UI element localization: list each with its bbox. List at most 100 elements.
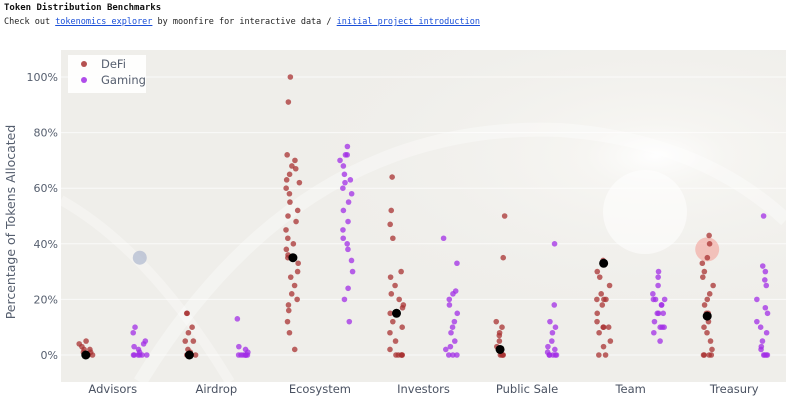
median-marker-ecosystem[interactable] [288,253,298,263]
data-point-defi-advisors[interactable] [87,346,93,353]
data-point-defi-treasury[interactable] [700,352,707,358]
data-point-defi-treasury[interactable] [706,232,712,239]
data-point-defi-public-sale[interactable] [500,254,507,261]
data-point-defi-ecosystem[interactable] [287,74,294,80]
data-point-defi-ecosystem[interactable] [294,296,300,303]
data-point-gaming-team[interactable] [655,282,661,289]
data-point-gaming-team[interactable] [658,302,665,308]
data-point-gaming-treasury[interactable] [759,338,766,344]
data-point-gaming-ecosystem[interactable] [340,185,346,191]
data-point-gaming-treasury[interactable] [764,352,771,358]
data-point-defi-ecosystem[interactable] [290,241,297,247]
data-point-gaming-team[interactable] [660,310,667,317]
data-point-gaming-public-sale[interactable] [551,302,558,308]
data-point-gaming-team[interactable] [657,338,663,344]
data-point-gaming-ecosystem[interactable] [342,152,349,158]
data-point-defi-airdrop[interactable] [192,352,199,358]
data-point-gaming-ecosystem[interactable] [341,296,348,303]
data-point-defi-investors[interactable] [388,207,395,214]
data-point-defi-ecosystem[interactable] [288,291,295,297]
data-point-gaming-investors[interactable] [442,346,449,353]
data-point-defi-investors[interactable] [392,282,398,289]
data-point-gaming-team[interactable] [651,318,658,325]
data-point-defi-investors[interactable] [389,174,395,180]
data-point-defi-ecosystem[interactable] [292,157,298,164]
data-point-gaming-investors[interactable] [446,296,453,303]
tokenomics-explorer-link[interactable]: tokenomics explorer [55,17,153,27]
legend-marker-defi[interactable] [81,61,87,67]
data-point-defi-investors[interactable] [390,318,396,325]
data-point-defi-treasury[interactable] [707,338,714,344]
median-marker-investors[interactable] [392,308,401,318]
data-point-defi-ecosystem[interactable] [285,307,292,314]
data-point-defi-team[interactable] [599,302,606,308]
data-point-gaming-investors[interactable] [454,352,460,358]
median-marker-advisors[interactable] [81,350,91,360]
data-point-gaming-ecosystem[interactable] [342,179,348,186]
data-point-gaming-ecosystem[interactable] [341,171,348,178]
data-point-gaming-investors[interactable] [448,329,454,336]
median-marker-public-sale[interactable] [495,344,505,354]
data-point-gaming-treasury[interactable] [761,277,768,283]
data-point-gaming-ecosystem[interactable] [344,241,350,247]
data-point-defi-ecosystem[interactable] [283,185,289,191]
data-point-defi-ecosystem[interactable] [294,207,301,214]
data-point-gaming-treasury[interactable] [758,343,765,350]
data-point-gaming-ecosystem[interactable] [340,235,347,242]
data-point-defi-investors[interactable] [393,352,399,358]
data-point-defi-treasury[interactable] [709,346,715,353]
data-point-defi-ecosystem[interactable] [292,165,299,172]
data-point-gaming-investors[interactable] [451,318,458,325]
data-point-defi-public-sale[interactable] [499,324,505,331]
data-point-defi-treasury[interactable] [700,274,706,280]
data-point-defi-investors[interactable] [398,268,404,275]
data-point-gaming-ecosystem[interactable] [340,163,347,169]
data-point-defi-ecosystem[interactable] [291,346,298,353]
data-point-defi-ecosystem[interactable] [291,282,298,289]
data-point-gaming-ecosystem[interactable] [347,177,354,183]
data-point-gaming-investors[interactable] [452,288,459,294]
project-introduction-link[interactable]: initial project introduction [336,17,480,27]
data-point-defi-treasury[interactable] [701,302,708,308]
median-marker-treasury[interactable] [702,311,712,321]
data-point-gaming-ecosystem[interactable] [345,218,351,225]
data-point-gaming-public-sale[interactable] [544,349,551,356]
data-point-defi-team[interactable] [594,268,601,275]
data-point-defi-investors[interactable] [398,352,405,358]
data-point-gaming-advisors[interactable] [131,343,137,350]
data-point-gaming-public-sale[interactable] [552,324,559,331]
data-point-defi-ecosystem[interactable] [285,302,292,308]
data-point-gaming-ecosystem[interactable] [340,227,346,233]
data-point-gaming-treasury[interactable] [762,304,769,311]
data-point-gaming-ecosystem[interactable] [349,268,356,275]
data-point-gaming-ecosystem[interactable] [345,199,352,205]
data-point-defi-ecosystem[interactable] [285,99,292,105]
data-point-gaming-investors[interactable] [449,324,456,331]
data-point-gaming-treasury[interactable] [762,268,769,275]
data-point-defi-investors[interactable] [387,329,393,336]
data-point-gaming-airdrop[interactable] [240,352,247,358]
data-point-gaming-ecosystem[interactable] [348,257,355,264]
chart-legend[interactable]: DeFi Gaming [68,55,146,93]
data-point-defi-ecosystem[interactable] [296,179,303,186]
data-point-defi-ecosystem[interactable] [286,171,293,178]
data-point-defi-team[interactable] [602,352,609,358]
data-point-defi-public-sale[interactable] [501,213,508,219]
data-point-gaming-advisors[interactable] [131,352,138,358]
data-point-gaming-ecosystem[interactable] [337,157,343,164]
data-point-gaming-public-sale[interactable] [545,343,551,350]
legend-label-gaming[interactable]: Gaming [101,73,146,87]
data-point-gaming-team[interactable] [654,310,661,317]
data-point-gaming-ecosystem[interactable] [346,318,353,325]
data-point-defi-treasury[interactable] [701,324,707,331]
data-point-defi-investors[interactable] [396,296,402,303]
data-point-gaming-airdrop[interactable] [236,343,242,350]
data-point-gaming-investors[interactable] [445,352,452,358]
data-point-defi-team[interactable] [603,296,609,303]
data-point-gaming-investors[interactable] [451,338,458,344]
data-point-defi-team[interactable] [594,318,600,325]
data-point-defi-ecosystem[interactable] [284,318,291,325]
data-point-defi-treasury[interactable] [704,254,711,261]
data-point-defi-advisors[interactable] [83,338,89,344]
legend-marker-gaming[interactable] [81,77,87,83]
